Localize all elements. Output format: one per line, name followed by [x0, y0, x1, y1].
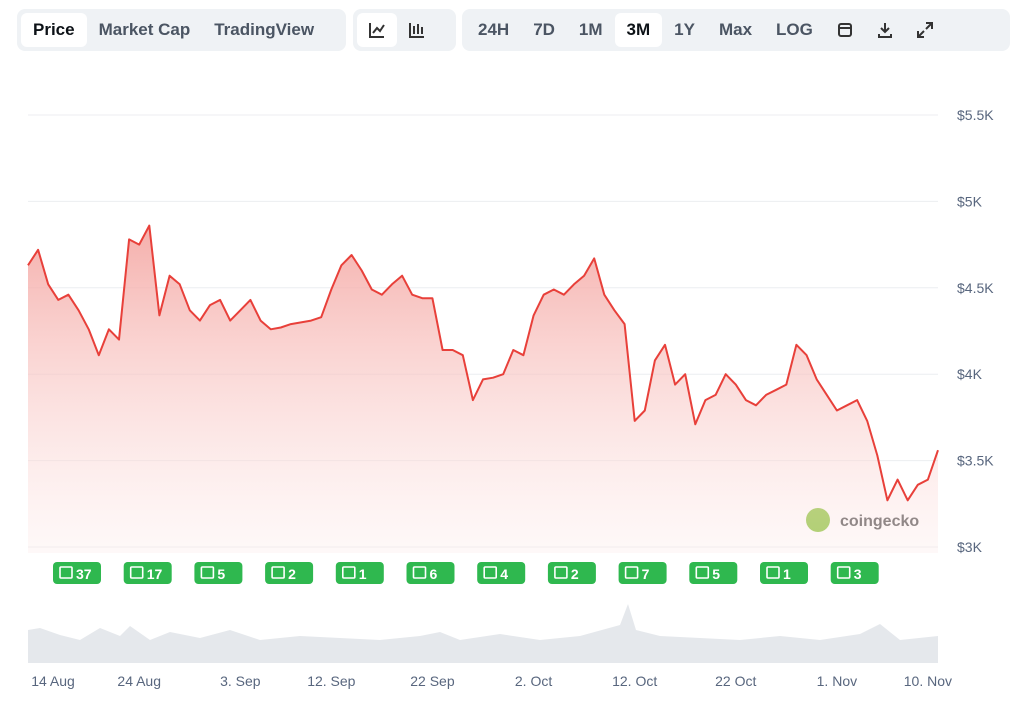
badge-icon	[766, 566, 780, 579]
range[interactable]: 3M	[614, 13, 663, 47]
x-tick-label: 10. Nov	[904, 673, 952, 689]
x-tick-label: 22 Oct	[715, 673, 756, 689]
x-tick-label: 2. Oct	[515, 673, 552, 689]
range[interactable]: 24H	[478, 20, 510, 39]
price-line	[27, 224, 939, 502]
news-badge[interactable]: 17	[123, 562, 172, 584]
badge-count: 5	[712, 566, 720, 582]
badge-icon	[624, 566, 639, 579]
badge-count: 1	[783, 566, 791, 582]
area-fill	[28, 225, 938, 553]
tab[interactable]: Market Cap	[98, 20, 191, 39]
badge-icon	[129, 566, 144, 579]
badge-count: 3	[854, 566, 862, 582]
x-tick-label: 14 Aug	[31, 673, 75, 689]
badge-count: 37	[76, 566, 92, 582]
news-badge[interactable]: 1	[335, 562, 384, 584]
badge-icon	[412, 566, 427, 579]
badge-count: 1	[359, 566, 367, 582]
line-icon[interactable]	[357, 13, 397, 47]
x-tick-label: 12. Sep	[307, 673, 355, 689]
x-tick-label: 24 Aug	[117, 673, 161, 689]
badge-count: 7	[642, 566, 650, 582]
badge-icon	[483, 566, 498, 579]
news-badge[interactable]: 4	[477, 562, 526, 584]
view-tabs: Price Market Cap TradingView	[17, 9, 346, 51]
badge-icon	[695, 566, 710, 579]
news-badge[interactable]: 3	[830, 562, 879, 584]
y-tick-label: $3K	[957, 539, 983, 555]
badge-count: 6	[430, 566, 438, 582]
badge-count: 17	[147, 566, 163, 582]
badge-icon	[554, 566, 568, 579]
badge-icon	[341, 566, 356, 579]
x-tick-label: 3. Sep	[220, 673, 261, 689]
chart-style	[353, 9, 456, 51]
news-badge[interactable]: 6	[406, 562, 455, 584]
expand-icon[interactable]	[905, 13, 945, 47]
news-badge[interactable]: 5	[194, 562, 243, 584]
x-tick-label: 1. Nov	[817, 673, 857, 689]
badge-icon	[200, 566, 215, 579]
tab[interactable]: Price	[21, 13, 87, 47]
news-badge[interactable]: 37	[53, 562, 101, 584]
news-badge[interactable]: 2	[547, 562, 596, 584]
icon	[369, 23, 385, 38]
badge-count: 2	[288, 566, 296, 582]
y-tick-label: $3.5K	[957, 453, 994, 469]
range[interactable]: LOG	[776, 20, 813, 39]
range[interactable]: 1Y	[674, 20, 695, 39]
news-badge[interactable]: 1	[760, 562, 808, 584]
badge-icon	[271, 566, 285, 579]
download-icon[interactable]	[865, 13, 905, 47]
badge-count: 2	[571, 566, 579, 582]
icon	[916, 22, 933, 38]
y-tick-label: $4K	[957, 366, 983, 382]
badge-count: 4	[500, 566, 508, 582]
x-tick-label: 22 Sep	[410, 673, 455, 689]
x-tick-label: 12. Oct	[612, 673, 657, 689]
news-badge[interactable]: 7	[618, 562, 667, 584]
range[interactable]: Max	[718, 20, 753, 39]
range-tabs: 24H 7D 1M 3M 1Y Max LOG	[462, 9, 1010, 51]
icon	[409, 23, 424, 38]
badge-icon	[59, 566, 73, 579]
badge-count: 5	[217, 566, 225, 582]
tab[interactable]: TradingView	[214, 20, 315, 39]
news-badge[interactable]: 2	[265, 562, 314, 584]
volume-area	[28, 604, 938, 663]
range[interactable]: 7D	[533, 20, 555, 39]
y-tick-label: $5K	[957, 193, 983, 209]
y-tick-label: $4.5K	[957, 280, 994, 296]
candle-icon[interactable]	[397, 13, 437, 47]
news-badge[interactable]: 5	[689, 562, 738, 584]
badge-icon	[836, 566, 851, 579]
range[interactable]: 1M	[578, 20, 603, 39]
icon	[837, 23, 852, 37]
calendar-icon[interactable]	[825, 13, 865, 47]
icon	[877, 23, 892, 38]
y-tick-label: $5.5K	[957, 107, 994, 123]
